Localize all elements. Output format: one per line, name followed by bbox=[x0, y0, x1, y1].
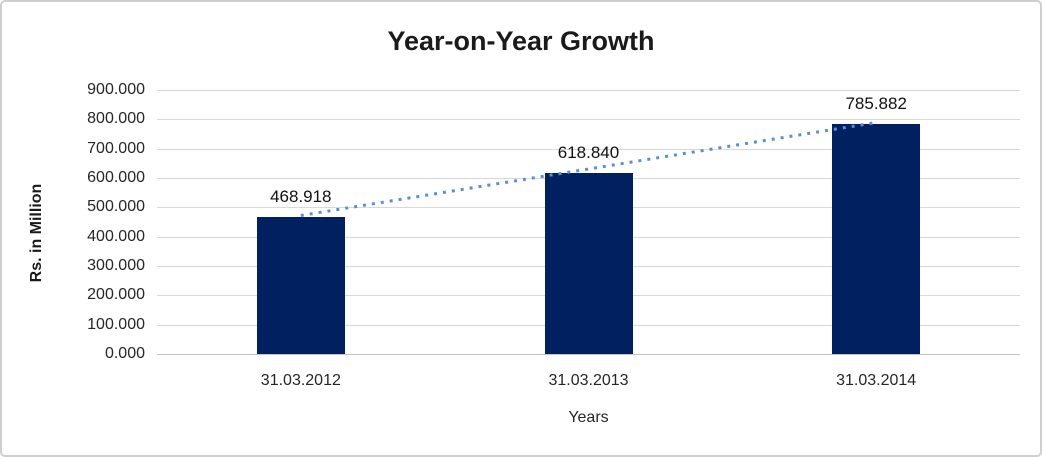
y-tick-label: 800.000 bbox=[87, 110, 145, 128]
bar-value-label: 785.882 bbox=[845, 93, 907, 113]
x-axis-title: Years bbox=[568, 409, 609, 426]
y-tick-label: 400.000 bbox=[87, 227, 145, 245]
y-tick-label: 700.000 bbox=[87, 139, 145, 157]
chart-title: Year-on-Year Growth bbox=[387, 26, 655, 56]
y-tick-label: 300.000 bbox=[87, 257, 145, 274]
x-axis-tick-labels: 31.03.2012 31.03.2013 31.03.2014 bbox=[157, 372, 1020, 392]
y-tick-label: 200.000 bbox=[87, 286, 145, 304]
plot-area: 468.918 618.840 785.882 bbox=[157, 90, 1020, 355]
x-tick-label: 31.03.2013 bbox=[548, 372, 629, 389]
y-tick-label: 600.000 bbox=[87, 169, 145, 186]
x-axis-line bbox=[157, 354, 1020, 355]
y-tick-label: 900.000 bbox=[87, 81, 145, 98]
bar-31.03.2012 bbox=[256, 216, 345, 354]
y-tick-label: 500.000 bbox=[87, 198, 145, 216]
bar-value-label: 468.918 bbox=[270, 186, 332, 206]
x-tick-label: 31.03.2012 bbox=[260, 372, 341, 389]
gridline bbox=[157, 90, 1020, 91]
bar-31.03.2013 bbox=[544, 172, 633, 354]
bar-value-label: 618.840 bbox=[557, 142, 620, 162]
bar-31.03.2014 bbox=[832, 123, 921, 354]
y-tick-label: 100.000 bbox=[87, 315, 145, 333]
gridline bbox=[157, 119, 1020, 121]
x-tick-label: 31.03.2014 bbox=[836, 372, 917, 389]
y-tick-label: 0.000 bbox=[104, 345, 145, 362]
